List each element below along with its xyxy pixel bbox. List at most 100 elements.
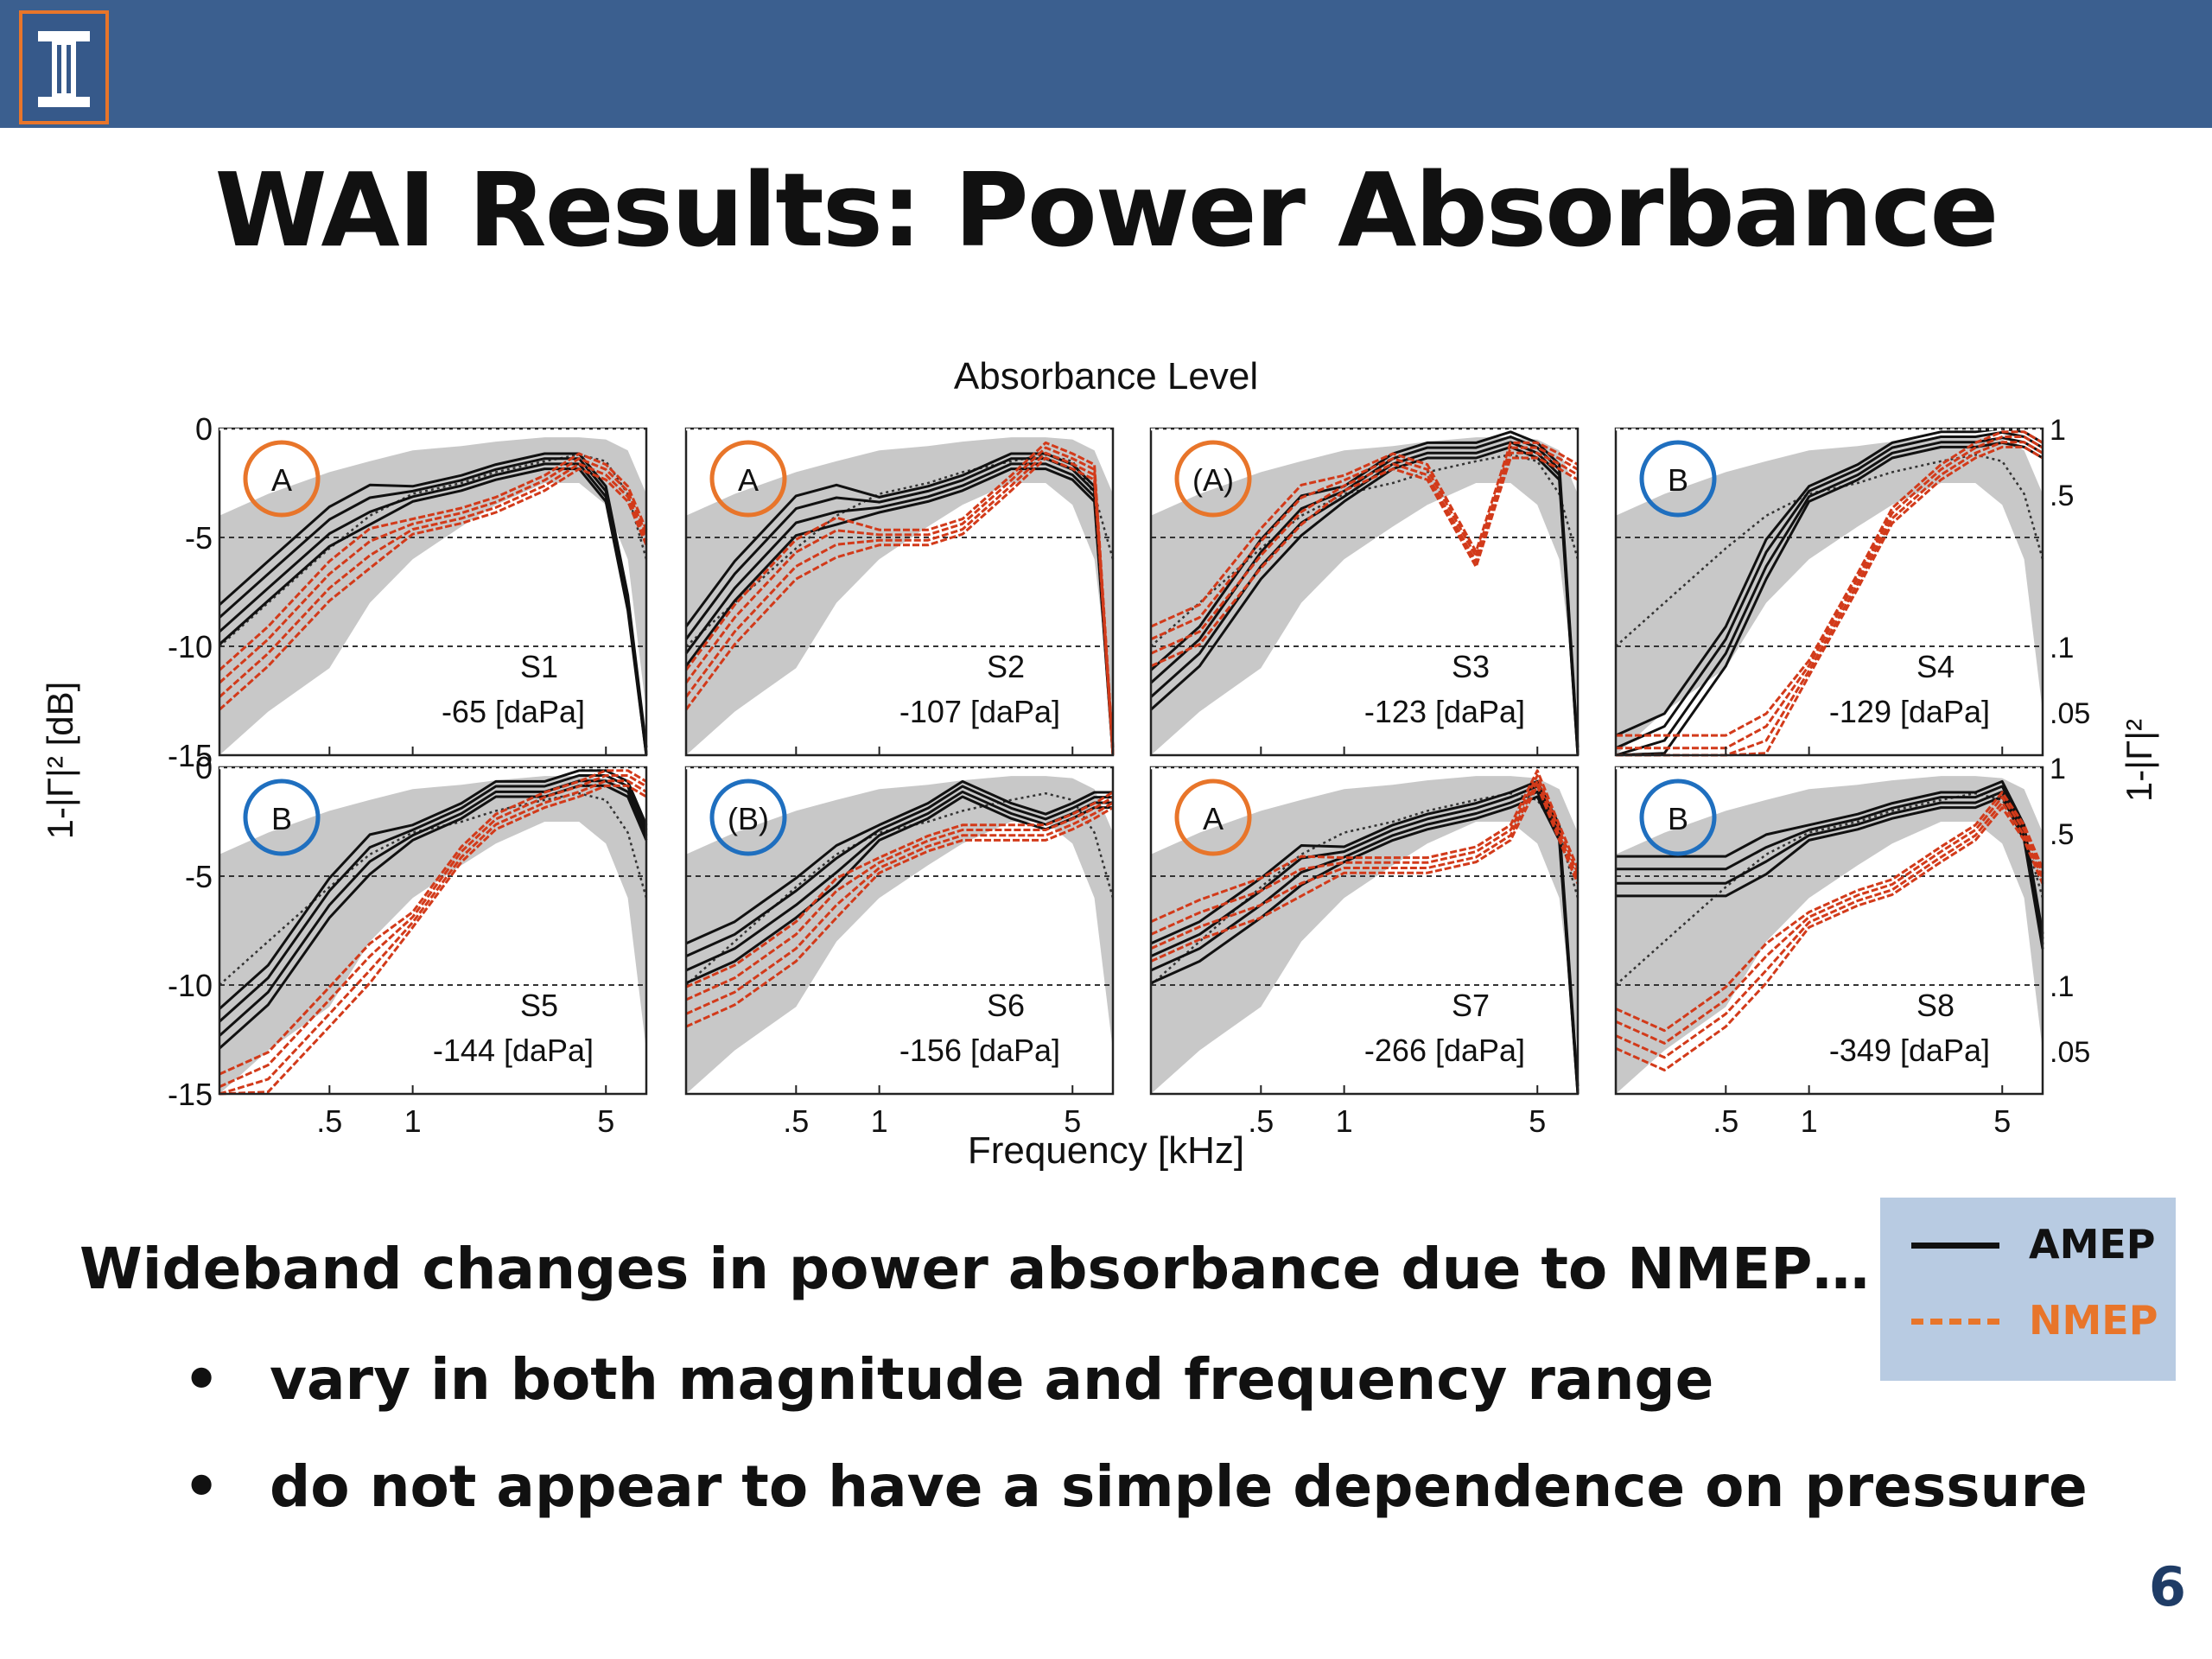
- panel-marker-label: A: [271, 462, 292, 498]
- nmep-curve: [218, 462, 648, 698]
- x-tick-label: 1: [1801, 1103, 1818, 1139]
- nmep-curve: [685, 801, 1114, 1015]
- y-tick-label: 0: [195, 750, 213, 785]
- x-axis-label: Frequency [kHz]: [968, 1129, 1244, 1172]
- panel-marker-label: (B): [728, 801, 769, 836]
- amep-curve: [218, 769, 648, 1010]
- amep-curve: [1616, 779, 2044, 935]
- panel-pressure-label: -156 [daPa]: [899, 1033, 1060, 1068]
- nmep-curve: [1616, 430, 2044, 737]
- legend-swatch-amep: [1911, 1243, 1999, 1249]
- norm-median-line: [685, 791, 1115, 986]
- y-tick-label: -10: [168, 968, 213, 1003]
- norm-range-band: [219, 437, 646, 755]
- amep-curve: [685, 785, 1113, 957]
- panel-marker-label: B: [1668, 462, 1688, 498]
- panel-pressure-label: -129 [daPa]: [1829, 694, 1990, 729]
- panel-pressure-label: -349 [daPa]: [1829, 1033, 1990, 1068]
- header-bar: [0, 0, 2212, 128]
- amep-curve: [684, 457, 1115, 753]
- norm-median-line: [1615, 453, 2044, 647]
- amep-curve: [1615, 436, 2044, 757]
- nmep-curve: [218, 452, 648, 671]
- nmep-curve: [219, 779, 647, 1096]
- norm-median-line: [1150, 453, 1580, 647]
- nmep-curve: [685, 796, 1114, 1001]
- nmep-curve: [1150, 451, 1579, 655]
- amep-curve: [218, 784, 648, 1050]
- x-tick-label: 5: [1993, 1103, 2011, 1139]
- panel-marker-label: A: [1203, 801, 1224, 836]
- panel-marker-label: (A): [1192, 462, 1234, 498]
- y-tick-label: -15: [168, 1077, 213, 1112]
- norm-range-band: [1151, 437, 1578, 755]
- nmep-curve: [1615, 801, 2044, 1059]
- nmep-curve: [684, 446, 1115, 753]
- right-tick-label: .1: [2050, 970, 2074, 1003]
- panel-pressure-label: -107 [daPa]: [899, 694, 1060, 729]
- nmep-curve: [1615, 796, 2044, 1045]
- y-tick-label: -5: [185, 859, 213, 894]
- amep-curve: [685, 779, 1113, 945]
- nmep-curve: [219, 784, 647, 1096]
- panel-subject-label: S2: [987, 649, 1025, 684]
- right-tick-label: .5: [2050, 818, 2074, 851]
- nmep-curve: [684, 456, 1115, 756]
- panel-subject-label: S1: [520, 649, 558, 684]
- panel-pressure-label: -144 [daPa]: [433, 1033, 594, 1068]
- amep-curve: [684, 452, 1115, 748]
- panel-subject-label: S5: [520, 988, 558, 1023]
- x-tick-label: .5: [1713, 1103, 1738, 1139]
- slide-title: WAI Results: Power Absorbance: [214, 150, 1999, 270]
- y-axis-label-right: 1-|Γ|²: [2119, 719, 2159, 802]
- panel-subject-label: S8: [1916, 988, 1955, 1023]
- panel-pressure-label: -65 [daPa]: [442, 694, 585, 729]
- x-tick-label: 1: [871, 1103, 888, 1139]
- legend-item-nmep: NMEP: [1911, 1294, 2171, 1346]
- norm-median-line: [685, 453, 1115, 647]
- norm-median-line: [219, 791, 648, 986]
- panel-marker-circle: [243, 440, 321, 518]
- x-tick-label: 1: [1336, 1103, 1353, 1139]
- panel-marker-circle: [1174, 440, 1252, 518]
- right-tick-label: .05: [2050, 697, 2090, 730]
- norm-median-line: [219, 453, 648, 647]
- panel-marker-label: B: [1668, 801, 1688, 836]
- norm-median-line: [1150, 791, 1580, 986]
- illinois-column-icon: [38, 31, 90, 107]
- panel-pressure-label: -123 [daPa]: [1364, 694, 1525, 729]
- amep-curve: [218, 774, 648, 1023]
- y-tick-label: 0: [195, 411, 213, 447]
- norm-range-band: [219, 776, 646, 1094]
- nmep-curve: [218, 457, 648, 684]
- panel-marker-circle: [1639, 440, 1717, 518]
- nmep-curve: [218, 467, 648, 711]
- amep-curve: [1150, 795, 1580, 1095]
- university-logo: [19, 10, 109, 124]
- amep-curve: [684, 462, 1115, 756]
- x-tick-label: .5: [1248, 1103, 1274, 1139]
- y-tick-label: -5: [185, 520, 213, 556]
- nmep-curve: [1150, 446, 1579, 641]
- nmep-curve: [1150, 456, 1579, 668]
- panel-marker-circle: [243, 779, 321, 856]
- x-tick-label: 5: [597, 1103, 614, 1139]
- bullet-text: vary in both magnitude and frequency ran…: [270, 1346, 1714, 1413]
- nmep-curve: [219, 774, 647, 1089]
- bullet-text: do not appear to have a simple dependenc…: [270, 1453, 2088, 1520]
- panel-subject-label: S6: [987, 988, 1025, 1023]
- amep-curve: [218, 779, 648, 1037]
- bullet-dot: •: [183, 1346, 220, 1413]
- panel-marker-label: A: [738, 462, 759, 498]
- legend: AMEP NMEP: [1880, 1198, 2176, 1381]
- norm-range-band: [1151, 776, 1578, 1094]
- panel-subject-label: S3: [1452, 649, 1490, 684]
- panel-subject-label: S4: [1916, 649, 1955, 684]
- legend-swatch-nmep: [1911, 1319, 1999, 1325]
- norm-range-band: [686, 437, 1113, 755]
- nmep-curve: [1150, 441, 1579, 628]
- x-tick-label: 1: [404, 1103, 422, 1139]
- panel-marker-circle: [1174, 779, 1252, 856]
- amep-curve: [685, 795, 1113, 985]
- panel-marker-circle: [1639, 779, 1717, 856]
